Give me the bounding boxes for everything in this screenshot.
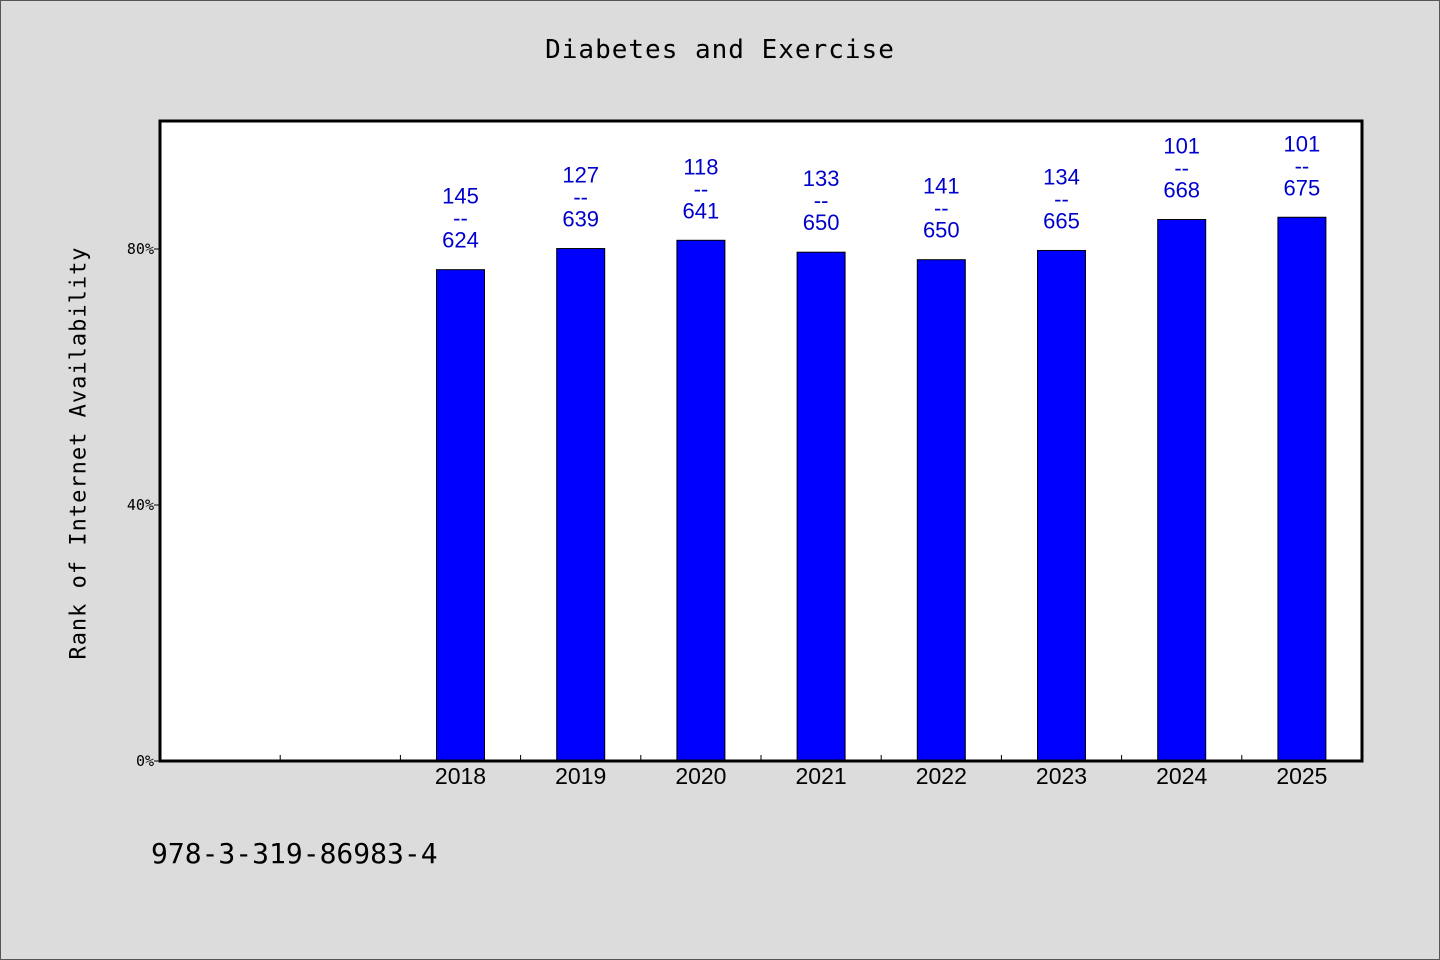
data-label-top: 127	[562, 163, 599, 188]
bar	[556, 248, 606, 762]
x-tick-label: 2022	[916, 763, 967, 789]
bar	[436, 269, 485, 762]
x-tick-label: 2019	[555, 763, 606, 789]
data-label-bottom: 650	[923, 218, 960, 243]
data-label-top: 101	[1284, 131, 1321, 156]
data-label-bottom: 624	[442, 228, 479, 253]
data-label-bottom: 650	[803, 210, 840, 235]
data-label-bottom: 639	[562, 207, 599, 232]
data-label-top: 118	[683, 154, 718, 179]
data-label-separator: --	[694, 176, 709, 201]
data-label-bottom: 675	[1284, 175, 1321, 200]
data-label-top: 134	[1043, 164, 1080, 189]
x-tick-label: 2023	[1036, 763, 1087, 789]
y-tick-label: 40%	[127, 496, 154, 514]
x-tick-label: 2018	[435, 763, 486, 789]
data-label-top: 145	[442, 184, 479, 209]
data-label-bottom: 668	[1163, 177, 1200, 202]
data-label-top: 133	[803, 166, 840, 191]
data-label-separator: --	[573, 185, 588, 210]
x-tick-label: 2024	[1156, 763, 1207, 789]
data-label-separator: --	[934, 196, 949, 221]
bar	[676, 239, 726, 762]
isbn-text: 978-3-319-86983-4	[151, 837, 438, 870]
data-label-bottom: 641	[683, 198, 720, 223]
data-label-separator: --	[1295, 153, 1310, 178]
x-tick-label: 2021	[796, 763, 847, 789]
data-label-separator: --	[1174, 155, 1189, 180]
bar	[1157, 218, 1207, 762]
y-tick-label: 0%	[136, 752, 154, 770]
bar	[796, 251, 846, 762]
bar	[916, 259, 966, 762]
data-label-top: 101	[1163, 133, 1200, 158]
y-tick-label: 80%	[127, 240, 154, 258]
data-label-separator: --	[1054, 186, 1069, 211]
data-label-bottom: 665	[1043, 208, 1080, 233]
data-label-separator: --	[814, 188, 829, 213]
x-tick-label: 2020	[675, 763, 726, 789]
data-label-top: 141	[923, 174, 960, 199]
data-label-separator: --	[453, 206, 468, 231]
bar	[1037, 249, 1086, 762]
chart-title: Diabetes and Exercise	[545, 35, 895, 65]
bar	[1277, 216, 1327, 762]
x-tick-label: 2025	[1276, 763, 1327, 789]
plot-frame	[158, 119, 1364, 763]
